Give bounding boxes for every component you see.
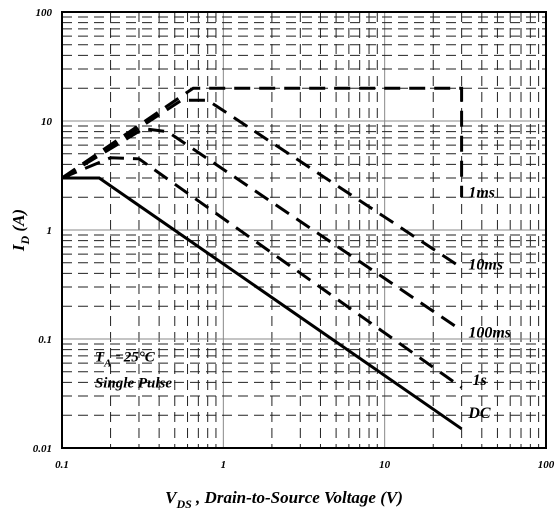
series-label-10ms: 10ms (468, 257, 503, 274)
grid (62, 12, 546, 448)
x-axis-title: VDS , Drain-to-Source Voltage (V) (165, 488, 403, 511)
y-axis-title-main: I (9, 243, 28, 252)
y-tick-label: 0.01 (33, 443, 52, 455)
y-axis-title-sub: D (18, 235, 32, 245)
series-line-1ms (61, 86, 464, 198)
series-label-1ms: 1ms (468, 185, 495, 202)
y-tick-label: 10 (41, 116, 53, 128)
y-tick-label: 100 (36, 7, 53, 19)
series-labels: 1ms 10ms 100ms 1s DC (467, 185, 511, 422)
annotation-text: Single Pulse (95, 375, 172, 391)
y-tick-label: 1 (47, 225, 53, 237)
series-line-10ms (61, 98, 463, 270)
y-tick-label: 0.1 (38, 334, 52, 346)
series-line-100ms (61, 127, 463, 332)
x-tick-label: 10 (379, 459, 391, 471)
x-axis-title-main: V (165, 488, 178, 507)
y-axis-title: ID (A) (9, 209, 32, 252)
x-tick-label: 0.1 (55, 459, 69, 471)
series-line-dc (62, 176, 463, 431)
series-label-100ms: 100ms (468, 324, 511, 341)
annotations: TA =25°C Single Pulse (95, 350, 172, 392)
plot-frame (61, 11, 547, 449)
series-label-1s: 1s (472, 372, 486, 389)
x-axis-title-rest: , Drain-to-Source Voltage (V) (192, 488, 403, 507)
x-tick-label: 1 (221, 459, 227, 471)
series-line-1s (61, 156, 463, 389)
y-axis-title-rest: (A) (9, 209, 28, 236)
x-tick-label: 100 (538, 459, 555, 471)
annotation-text: TA =25°C (95, 350, 156, 370)
x-axis-title-sub: DS (175, 497, 192, 511)
series-lines (61, 86, 464, 431)
series-label-dc: DC (467, 405, 491, 422)
